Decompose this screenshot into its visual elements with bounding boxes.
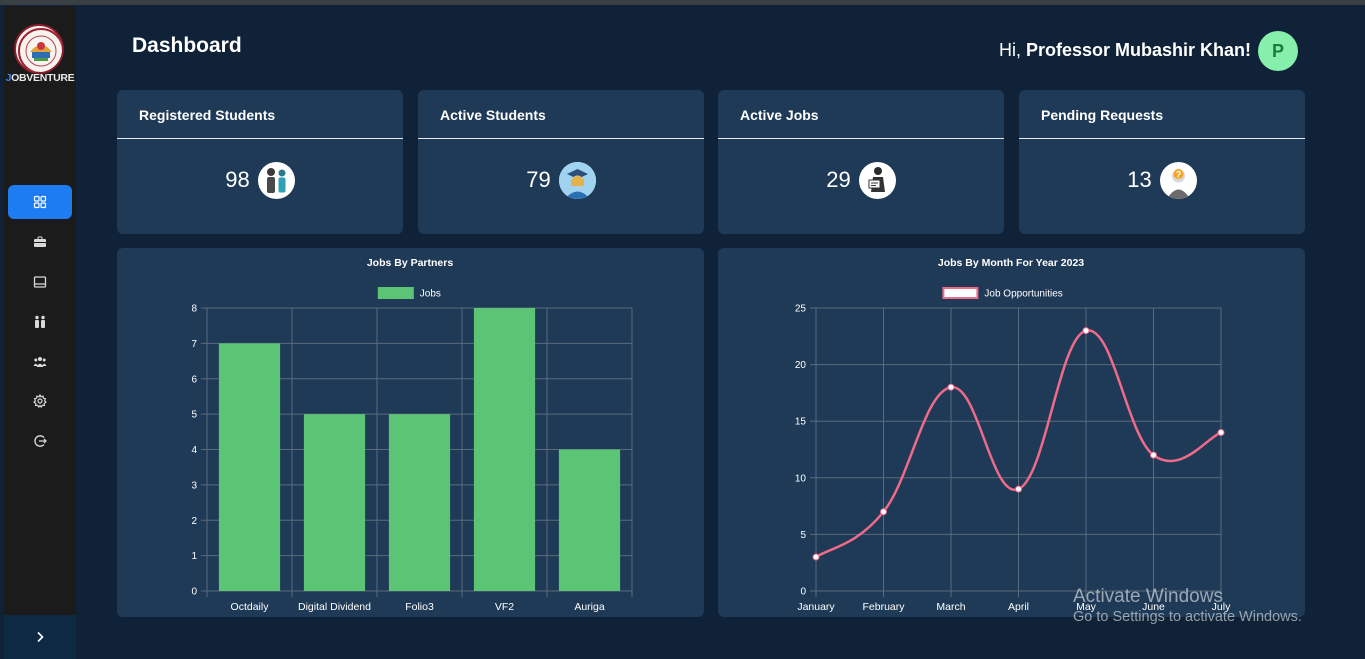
page-title: Dashboard bbox=[132, 34, 242, 57]
data-point bbox=[1150, 451, 1157, 459]
stat-value: 29 bbox=[826, 167, 851, 192]
y-tick-label: 10 bbox=[795, 473, 807, 484]
data-point bbox=[1015, 485, 1022, 493]
x-tick-label: Digital Dividend bbox=[298, 601, 371, 613]
line-chart: Jobs By Month For Year 2023 Job Opportuni… bbox=[795, 257, 1231, 613]
dashboard-grid-icon bbox=[33, 195, 47, 209]
y-tick-label: 1 bbox=[191, 551, 197, 562]
chart-card-jobs-by-month: Jobs By Month For Year 2023 Job Opportuni… bbox=[718, 248, 1305, 617]
legend-swatch bbox=[377, 287, 414, 299]
briefcase-icon bbox=[34, 236, 46, 247]
nav-jobs[interactable] bbox=[8, 225, 72, 259]
stat-card-active-jobs: Active Jobs 29 bbox=[718, 90, 1004, 234]
graduate-icon bbox=[558, 161, 596, 199]
people-pair-icon bbox=[35, 315, 45, 328]
y-tick-label: 25 bbox=[795, 304, 807, 315]
sidebar-expand-button[interactable] bbox=[4, 615, 76, 659]
stat-label: Pending Requests bbox=[1019, 90, 1305, 139]
y-tick-label: 7 bbox=[191, 339, 197, 350]
chart-card-jobs-by-partners: Jobs By Partners Jobs 0 1 2 3 4 5 6 7 8 Octdaily Dig… bbox=[117, 248, 704, 617]
watermark-line2: Go to Settings to activate Windows. bbox=[1073, 609, 1302, 625]
y-tick-label: 5 bbox=[191, 410, 197, 421]
chart-title: Jobs By Partners bbox=[367, 257, 454, 269]
data-point bbox=[947, 383, 955, 391]
chevron-right-icon bbox=[37, 631, 44, 643]
bar-chart: Jobs By Partners Jobs 0 1 2 3 4 5 6 7 8 Octdaily Dig… bbox=[191, 257, 633, 613]
nav-settings[interactable] bbox=[8, 384, 72, 418]
y-tick-label: 0 bbox=[191, 587, 197, 598]
y-tick-label: 3 bbox=[191, 480, 197, 491]
svg-text:?: ? bbox=[1175, 169, 1181, 179]
stat-value: 79 bbox=[526, 167, 551, 192]
avatar[interactable]: P bbox=[1258, 31, 1298, 71]
window-icon bbox=[33, 276, 47, 288]
nav-partners[interactable] bbox=[8, 345, 72, 379]
bar bbox=[218, 343, 281, 591]
job-seeker-icon bbox=[858, 161, 896, 199]
x-tick-label: March bbox=[936, 601, 965, 613]
x-tick-label: April bbox=[1008, 601, 1029, 613]
legend-label: Job Opportunities bbox=[984, 289, 1062, 300]
data-point bbox=[812, 553, 820, 561]
chart-title: Jobs By Month For Year 2023 bbox=[938, 257, 1084, 269]
stat-label: Active Students bbox=[418, 90, 704, 139]
y-tick-label: 5 bbox=[800, 530, 806, 541]
x-tick-label: May bbox=[1076, 601, 1097, 613]
logout-icon bbox=[34, 435, 47, 447]
y-tick-label: 0 bbox=[800, 587, 806, 598]
data-point bbox=[880, 508, 887, 516]
stat-card-active-students: Active Students 79 bbox=[418, 90, 704, 234]
x-tick-label: Octdaily bbox=[231, 601, 270, 613]
stat-card-registered-students: Registered Students 98 bbox=[117, 90, 403, 234]
students-icon bbox=[257, 161, 295, 199]
x-tick-label: VF2 bbox=[495, 601, 514, 613]
stat-value: 13 bbox=[1127, 167, 1152, 192]
user-name: Professor Mubashir Khan! bbox=[1025, 40, 1251, 60]
x-tick-label: February bbox=[862, 601, 905, 613]
bar bbox=[558, 449, 621, 591]
stat-card-pending-requests: Pending Requests 13 ? bbox=[1019, 90, 1305, 234]
bar bbox=[473, 308, 536, 591]
question-person-icon: ? bbox=[1159, 161, 1197, 199]
x-tick-label: June bbox=[1142, 601, 1165, 613]
data-point bbox=[1082, 327, 1090, 335]
x-tick-label: Auriga bbox=[574, 601, 605, 613]
x-tick-label: Folio3 bbox=[405, 601, 434, 613]
stat-label: Active Jobs bbox=[718, 90, 1004, 139]
group-icon bbox=[33, 357, 47, 367]
nav-dashboard[interactable] bbox=[8, 185, 72, 219]
y-tick-label: 2 bbox=[191, 516, 197, 527]
app-logo[interactable] bbox=[14, 24, 64, 74]
gear-icon bbox=[33, 394, 47, 408]
sidebar: JOBVENTURE bbox=[4, 6, 76, 659]
legend-label: Jobs bbox=[420, 289, 441, 300]
x-tick-label: July bbox=[1212, 601, 1231, 613]
legend-swatch bbox=[942, 287, 979, 299]
nav-logout[interactable] bbox=[8, 424, 72, 458]
window-frame-top bbox=[0, 0, 1365, 5]
data-point bbox=[1217, 429, 1225, 437]
y-tick-label: 20 bbox=[795, 360, 807, 371]
nav-students[interactable] bbox=[8, 305, 72, 339]
x-tick-label: January bbox=[797, 601, 835, 613]
stat-value: 98 bbox=[225, 167, 250, 192]
stat-label: Registered Students bbox=[117, 90, 403, 139]
nav-applications[interactable] bbox=[8, 265, 72, 299]
bar bbox=[303, 414, 366, 591]
y-tick-label: 8 bbox=[191, 304, 197, 315]
watermark-line1: Activate Windows bbox=[1073, 586, 1223, 607]
y-tick-label: 4 bbox=[191, 445, 197, 456]
windows-activation-watermark: Activate Windows Go to Settings to activ… bbox=[1073, 586, 1302, 625]
user-greeting: Hi, Professor Mubashir Khan! bbox=[998, 40, 1251, 60]
app-name: JOBVENTURE bbox=[5, 72, 75, 84]
bar bbox=[388, 414, 451, 591]
y-tick-label: 6 bbox=[191, 374, 197, 385]
y-tick-label: 15 bbox=[795, 417, 807, 428]
